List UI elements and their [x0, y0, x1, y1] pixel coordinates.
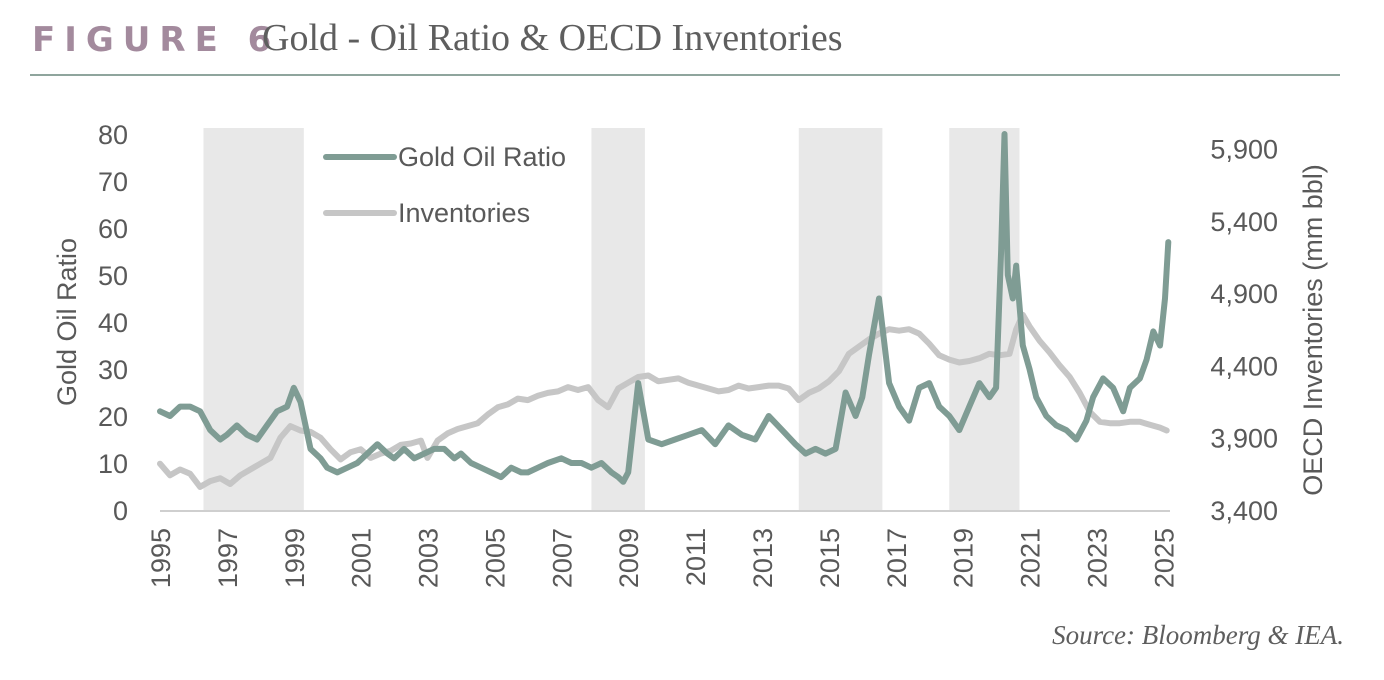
left-axis-ticks: 0 10 20 30 40 50 60 70 80: [98, 120, 128, 526]
y2-tick-label: 5,900: [1210, 134, 1278, 164]
x-tick-label: 2003: [414, 528, 444, 588]
y2-tick-label: 3,900: [1210, 424, 1278, 454]
x-axis-ticks: 1995 1997 1999 2001 2003 2005 2007 2009 2011 2013…: [146, 510, 1179, 588]
x-tick-label: 2005: [480, 528, 510, 588]
x-tick-label: 2015: [815, 528, 845, 588]
source-note: Source: Bloomberg & IEA.: [1052, 620, 1344, 650]
y-tick-label: 70: [98, 167, 128, 197]
figure-label: FIGURE 6: [32, 20, 281, 60]
x-tick-label: 2017: [882, 528, 912, 588]
shaded-period-3: [798, 128, 883, 510]
x-tick-label: 2025: [1149, 528, 1179, 588]
x-tick-label: 1997: [213, 528, 243, 588]
right-axis-ticks: 3,400 3,900 4,400 4,900 5,400 5,900: [1210, 134, 1278, 526]
x-tick-label: 2023: [1082, 528, 1112, 588]
figure-title: Gold - Oil Ratio & OECD Inventories: [262, 17, 843, 59]
right-axis-label: OECD Inventories (mm bbl): [1298, 164, 1328, 496]
y2-tick-label: 3,400: [1210, 496, 1278, 526]
x-tick-label: 2009: [614, 528, 644, 588]
legend-label-inventories: Inventories: [398, 198, 530, 228]
figure-header: FIGURE 6 Gold - Oil Ratio & OECD Invento…: [30, 10, 1340, 76]
y-tick-label: 40: [98, 308, 128, 338]
shaded-period-4: [949, 128, 1020, 510]
y-tick-label: 60: [98, 214, 128, 244]
left-axis-label: Gold Oil Ratio: [52, 238, 82, 406]
y2-tick-label: 5,400: [1210, 207, 1278, 237]
x-tick-label: 2021: [1016, 528, 1046, 588]
y-tick-label: 10: [98, 449, 128, 479]
series-lines: [157, 131, 1172, 490]
y2-tick-label: 4,400: [1210, 351, 1278, 381]
shaded-period-2: [591, 128, 645, 510]
x-tick-label: 2013: [748, 528, 778, 588]
y-tick-label: 50: [98, 261, 128, 291]
x-tick-label: 1995: [146, 528, 176, 588]
x-tick-label: 1999: [280, 528, 310, 588]
y-tick-label: 80: [98, 120, 128, 150]
shaded-period-1: [203, 128, 304, 510]
x-tick-label: 2001: [347, 528, 377, 588]
y2-tick-label: 4,900: [1210, 279, 1278, 309]
y-tick-label: 0: [113, 496, 128, 526]
legend: Gold Oil Ratio Inventories: [323, 142, 566, 228]
legend-label-gold-oil-ratio: Gold Oil Ratio: [398, 142, 566, 172]
x-tick-label: 2019: [949, 528, 979, 588]
y-tick-label: 30: [98, 355, 128, 385]
x-tick-label: 2007: [547, 528, 577, 588]
shaded-periods: [203, 128, 1020, 510]
y-tick-label: 20: [98, 402, 128, 432]
x-tick-label: 2011: [681, 528, 711, 586]
